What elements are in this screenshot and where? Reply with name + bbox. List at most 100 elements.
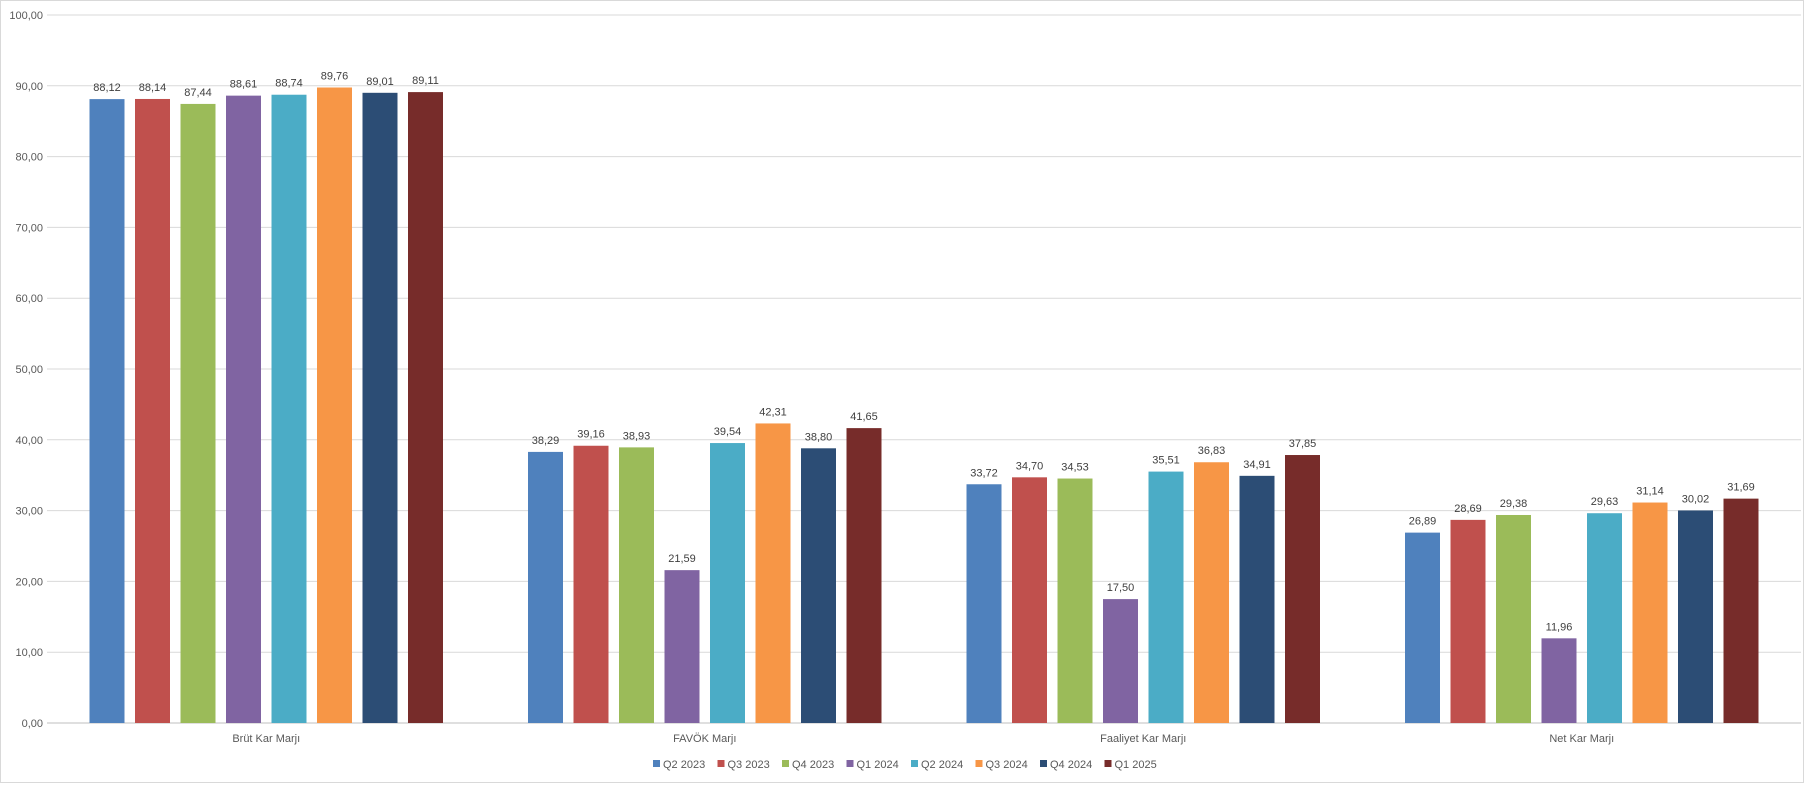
bar xyxy=(1496,514,1531,723)
x-category-label: Faaliyet Kar Marjı xyxy=(1100,733,1186,745)
data-label: 36,83 xyxy=(1198,445,1226,457)
data-label: 31,14 xyxy=(1636,486,1664,498)
data-label: 17,50 xyxy=(1107,582,1135,594)
data-label: 26,89 xyxy=(1409,516,1437,528)
bar xyxy=(317,87,352,723)
data-label: 34,70 xyxy=(1016,460,1044,472)
y-tick-label: 0,00 xyxy=(22,718,43,730)
bars xyxy=(89,87,1759,724)
data-label: 11,96 xyxy=(1546,621,1573,633)
data-label: 35,51 xyxy=(1152,455,1180,467)
legend-label: Q2 2023 xyxy=(663,759,705,771)
x-axis-category-labels: Brüt Kar Marjı FAVÖK Marjı Faaliyet Kar Ma… xyxy=(232,733,1614,745)
data-labels: 88,12 88,14 87,44 88,61 88,74 89,76 89,01 89,11… xyxy=(93,70,1755,633)
legend-item[interactable]: Q4 2023 xyxy=(782,759,834,771)
data-label: 28,69 xyxy=(1454,503,1482,515)
y-tick-label: 100,00 xyxy=(9,10,43,22)
legend-label: Q3 2024 xyxy=(986,759,1028,771)
legend-item[interactable]: Q1 2025 xyxy=(1104,759,1157,771)
y-axis-tick-labels: 0,00 10,00 20,00 30,00 40,00 50,00 60,00 70,00 8… xyxy=(9,10,43,730)
legend-item[interactable]: Q1 2024 xyxy=(846,759,899,771)
data-label: 89,11 xyxy=(412,75,439,87)
data-label: 41,65 xyxy=(850,411,878,423)
data-label: 42,31 xyxy=(759,406,787,418)
legend-item[interactable]: Q4 2024 xyxy=(1040,759,1092,771)
x-category-label: FAVÖK Marjı xyxy=(673,733,736,745)
legend-swatch xyxy=(653,760,660,767)
legend-swatch xyxy=(911,760,918,767)
data-label: 29,63 xyxy=(1591,496,1619,508)
legend-swatch xyxy=(1104,760,1112,767)
data-label: 39,54 xyxy=(714,426,742,438)
bar xyxy=(1587,513,1622,723)
y-tick-label: 40,00 xyxy=(15,435,43,447)
bar xyxy=(1103,599,1138,723)
bar xyxy=(573,445,609,723)
bar xyxy=(408,92,443,723)
legend-item[interactable]: Q3 2023 xyxy=(717,759,770,771)
bar xyxy=(1632,502,1668,723)
y-tick-label: 90,00 xyxy=(15,81,43,93)
bar xyxy=(755,423,791,723)
bar xyxy=(1723,498,1759,723)
legend-item[interactable]: Q2 2023 xyxy=(653,759,705,771)
data-label: 30,02 xyxy=(1682,493,1710,505)
data-label: 88,74 xyxy=(275,78,303,90)
data-label: 87,44 xyxy=(184,87,212,99)
bar xyxy=(1405,532,1440,723)
y-tick-label: 80,00 xyxy=(15,152,43,164)
data-label: 88,12 xyxy=(93,82,121,94)
bar xyxy=(1541,638,1577,723)
data-label: 37,85 xyxy=(1289,438,1317,450)
legend-item[interactable]: Q2 2024 xyxy=(911,759,963,771)
bar xyxy=(271,94,307,723)
legend-label: Q4 2023 xyxy=(792,759,834,771)
legend-label: Q3 2023 xyxy=(728,759,770,771)
data-label: 88,14 xyxy=(139,82,167,94)
legend-swatch xyxy=(1040,760,1047,767)
data-label: 31,69 xyxy=(1727,482,1755,494)
data-label: 34,91 xyxy=(1243,459,1271,471)
data-label: 89,01 xyxy=(366,76,394,88)
bar xyxy=(619,447,654,723)
data-label: 88,61 xyxy=(230,79,258,91)
y-tick-label: 30,00 xyxy=(15,506,43,518)
data-label: 21,59 xyxy=(668,553,696,565)
y-tick-label: 70,00 xyxy=(15,222,43,234)
legend-swatch xyxy=(975,760,983,767)
bar xyxy=(1012,477,1047,723)
data-label: 89,76 xyxy=(321,70,349,82)
legend-label: Q1 2024 xyxy=(857,759,899,771)
y-tick-label: 10,00 xyxy=(15,647,43,659)
gridlines xyxy=(47,14,1801,724)
bar xyxy=(710,443,745,723)
bar xyxy=(1678,510,1713,723)
legend-item[interactable]: Q3 2024 xyxy=(975,759,1028,771)
bar xyxy=(528,451,563,723)
x-category-label: Net Kar Marjı xyxy=(1549,733,1614,745)
bar xyxy=(1194,462,1229,723)
bar xyxy=(966,484,1002,723)
x-category-label: Brüt Kar Marjı xyxy=(232,733,300,745)
legend-label: Q1 2025 xyxy=(1115,759,1157,771)
legend-swatch xyxy=(846,760,854,767)
bar xyxy=(1239,475,1275,723)
bar xyxy=(1057,478,1093,723)
y-tick-label: 60,00 xyxy=(15,293,43,305)
legend[interactable]: Q2 2023 Q3 2023 Q4 2023 Q1 2024 Q2 2024 Q3 20… xyxy=(653,759,1157,771)
bar xyxy=(180,103,216,723)
data-label: 38,93 xyxy=(623,430,651,442)
legend-label: Q2 2024 xyxy=(921,759,963,771)
bar xyxy=(362,92,398,723)
bar xyxy=(846,428,882,723)
bar xyxy=(1148,471,1184,723)
y-tick-label: 50,00 xyxy=(15,364,43,376)
bar xyxy=(89,99,125,723)
legend-swatch xyxy=(717,760,725,767)
legend-swatch xyxy=(782,760,789,767)
bar xyxy=(801,448,836,723)
data-label: 29,38 xyxy=(1500,498,1528,510)
bar xyxy=(1285,455,1320,723)
